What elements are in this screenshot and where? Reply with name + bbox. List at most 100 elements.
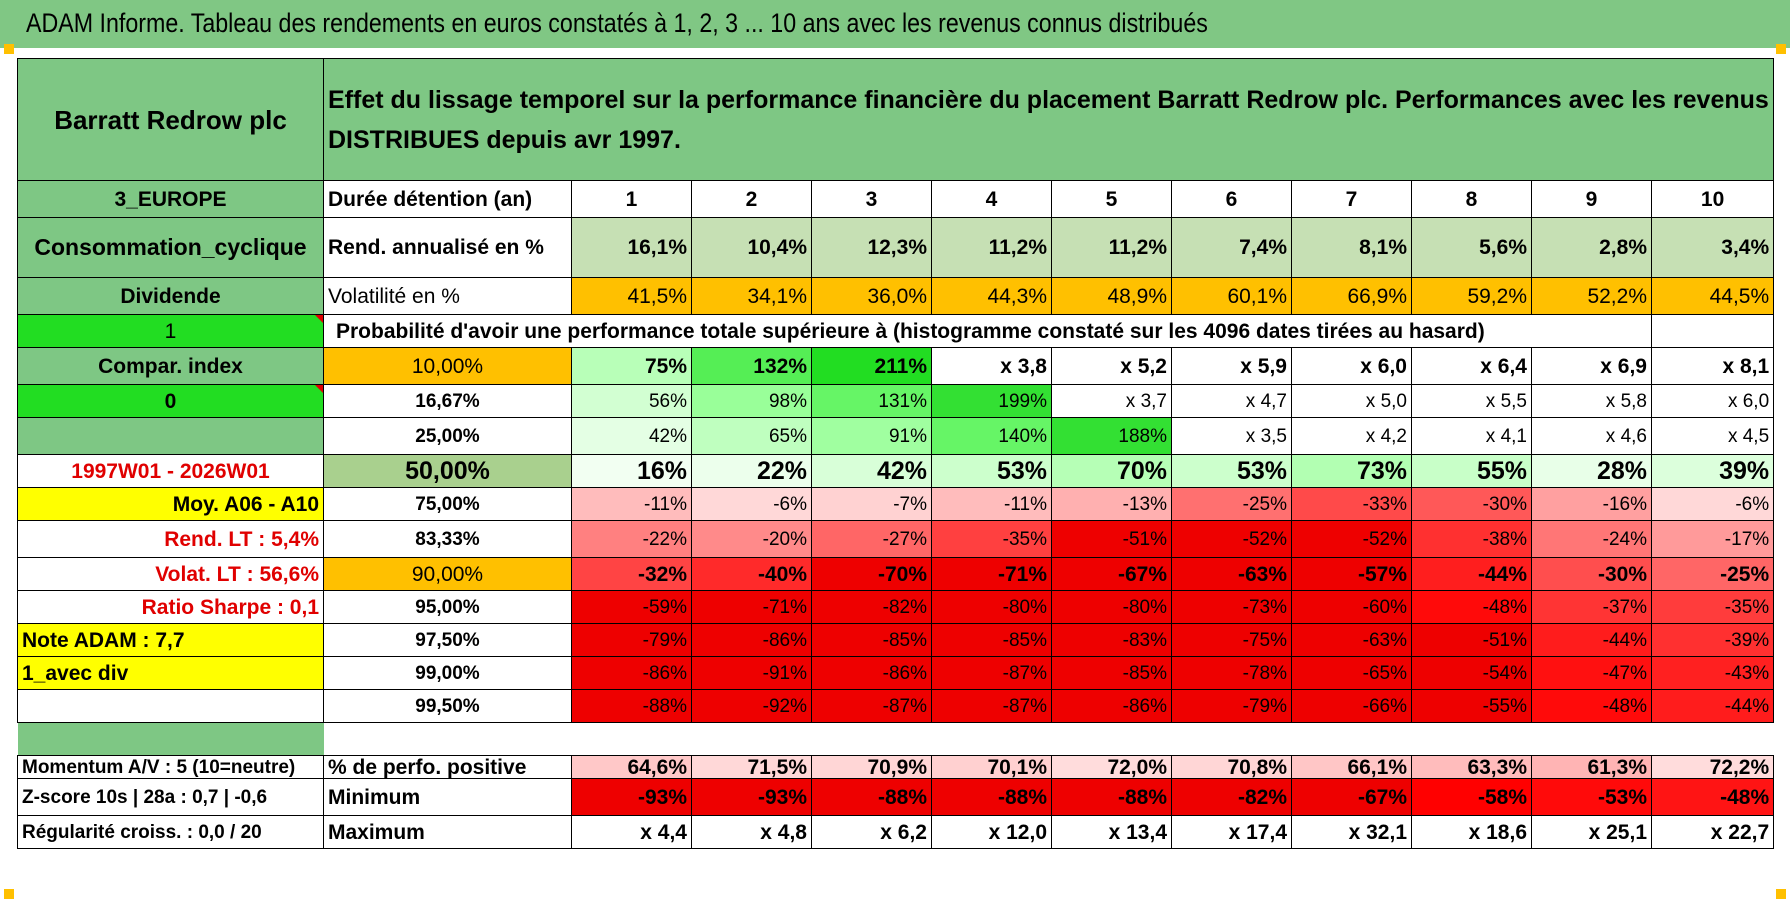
- table-row: Consommation_cyclique Rend. annualisé en …: [17, 217, 1775, 278]
- quantile-value: 56%: [571, 384, 692, 418]
- quantile-value: -79%: [1171, 689, 1292, 723]
- sector-cell: Consommation_cyclique: [17, 217, 324, 278]
- quantile-value: 199%: [931, 384, 1052, 418]
- volat-value: 41,5%: [571, 277, 692, 315]
- quantile-threshold: 97,50%: [323, 623, 572, 657]
- table-row: Dividende Volatilité en % 41,5% 34,1% 36,0% 4…: [17, 277, 1775, 315]
- minimum-value: -88%: [931, 778, 1052, 816]
- quantile-value: -16%: [1531, 487, 1652, 521]
- quantile-value: -65%: [1291, 656, 1412, 690]
- quantile-value: x 5,8: [1531, 384, 1652, 418]
- quantile-value: -30%: [1531, 557, 1652, 591]
- quantile-value: -32%: [571, 557, 692, 591]
- quantile-value: -83%: [1051, 623, 1172, 657]
- note-adam-cell: Note ADAM : 7,7: [17, 623, 324, 657]
- quantile-value: -63%: [1171, 557, 1292, 591]
- table-row: Compar. index 10,00% 75% 132% 211% x 3,8 x 5,2…: [17, 347, 1775, 385]
- spacer-green: [17, 722, 324, 756]
- quantile-value: x 3,5: [1171, 417, 1292, 455]
- quantile-value: x 6,0: [1650, 384, 1775, 418]
- quantile-value: 211%: [811, 347, 932, 385]
- quantile-value: -48%: [1531, 689, 1652, 723]
- quantile-value: -85%: [931, 623, 1052, 657]
- quantile-value: x 4,1: [1411, 417, 1532, 455]
- quantile-value: -78%: [1171, 656, 1292, 690]
- year-header: 10: [1650, 180, 1775, 218]
- maximum-value: x 6,2: [811, 815, 932, 849]
- quantile-value: -40%: [691, 557, 812, 591]
- quantile-value: -92%: [691, 689, 812, 723]
- rend-value: 10,4%: [691, 217, 812, 278]
- year-header: 2: [691, 180, 812, 218]
- quantile-value: -25%: [1171, 487, 1292, 521]
- rend-value: 12,3%: [811, 217, 932, 278]
- quantile-value: -52%: [1291, 520, 1412, 558]
- year-header: 3: [811, 180, 932, 218]
- maximum-value: x 17,4: [1171, 815, 1292, 849]
- maximum-value: x 12,0: [931, 815, 1052, 849]
- quantile-value: -52%: [1171, 520, 1292, 558]
- quantile-value: -63%: [1291, 623, 1412, 657]
- quantile-value: -33%: [1291, 487, 1412, 521]
- quantile-value: -67%: [1051, 557, 1172, 591]
- year-header: 1: [571, 180, 692, 218]
- quantile-value: 140%: [931, 417, 1052, 455]
- quantile-value: -27%: [811, 520, 932, 558]
- minimum-value: -88%: [1051, 778, 1172, 816]
- quantile-value: -44%: [1650, 689, 1775, 723]
- quantile-value: -25%: [1650, 557, 1775, 591]
- quantile-value: -54%: [1411, 656, 1532, 690]
- table-row: 1_avec div 99,00% -86% -91% -86% -87% -85% -78%…: [17, 656, 1775, 690]
- quantile-value: -87%: [811, 689, 932, 723]
- quantile-value: 42%: [811, 454, 932, 488]
- quantile-value: 16%: [571, 454, 692, 488]
- rend-lt-cell: Rend. LT : 5,4%: [17, 520, 324, 558]
- volat-value: 52,2%: [1531, 277, 1652, 315]
- maximum-value: x 4,8: [691, 815, 812, 849]
- table-row: 99,50% -88% -92% -87% -87% -86% -79% -66% -55% -4…: [17, 689, 1775, 723]
- quantile-value: 70%: [1051, 454, 1172, 488]
- year-header: 7: [1291, 180, 1412, 218]
- quantile-value: -13%: [1051, 487, 1172, 521]
- corner-marker: [4, 44, 14, 54]
- quantile-value: -82%: [811, 590, 932, 624]
- quantile-value: -35%: [931, 520, 1052, 558]
- quantile-value: x 4,6: [1531, 417, 1652, 455]
- quantile-value: 98%: [691, 384, 812, 418]
- quantile-value: -51%: [1051, 520, 1172, 558]
- minimum-value: -93%: [571, 778, 692, 816]
- rend-value: 3,4%: [1650, 217, 1775, 278]
- maximum-value: x 22,7: [1650, 815, 1775, 849]
- quantile-value: -88%: [571, 689, 692, 723]
- quantile-value: -30%: [1411, 487, 1532, 521]
- empty-cell: [17, 689, 324, 723]
- perf-pos-label: % de perfo. positive: [323, 755, 572, 779]
- quantile-threshold: 25,00%: [323, 417, 572, 455]
- quantile-value: -87%: [931, 656, 1052, 690]
- quantile-value: x 4,7: [1171, 384, 1292, 418]
- table-row: 0 16,67% 56% 98% 131% 199% x 3,7 x 4,7 x 5,0 x 5,…: [17, 384, 1775, 418]
- maximum-label: Maximum: [323, 815, 572, 849]
- quantile-value: x 3,7: [1051, 384, 1172, 418]
- maximum-value: x 13,4: [1051, 815, 1172, 849]
- table-row: Régularité croiss. : 0,0 / 20 Maximum x 4,…: [17, 815, 1775, 849]
- quantile-value: 75%: [571, 347, 692, 385]
- quantile-threshold: 99,50%: [323, 689, 572, 723]
- rend-value: 16,1%: [571, 217, 692, 278]
- rend-value: 7,4%: [1171, 217, 1292, 278]
- perf-pos-value: 64,6%: [571, 755, 692, 779]
- spacer-cell: [324, 723, 1774, 756]
- quantile-threshold: 16,67%: [323, 384, 572, 418]
- quantile-value: -6%: [691, 487, 812, 521]
- header-description: Effet du lissage temporel sur la perform…: [322, 58, 1775, 181]
- perf-pos-value: 72,2%: [1650, 755, 1775, 779]
- quantile-value: x 5,5: [1411, 384, 1532, 418]
- quantile-value: -91%: [691, 656, 812, 690]
- asset-name-cell: Barratt Redrow plc: [17, 58, 324, 181]
- perf-pos-value: 72,0%: [1051, 755, 1172, 779]
- minimum-value: -48%: [1650, 778, 1775, 816]
- minimum-value: -82%: [1171, 778, 1292, 816]
- quantile-value: -73%: [1171, 590, 1292, 624]
- volat-value: 44,3%: [931, 277, 1052, 315]
- rend-label: Rend. annualisé en %: [323, 217, 572, 278]
